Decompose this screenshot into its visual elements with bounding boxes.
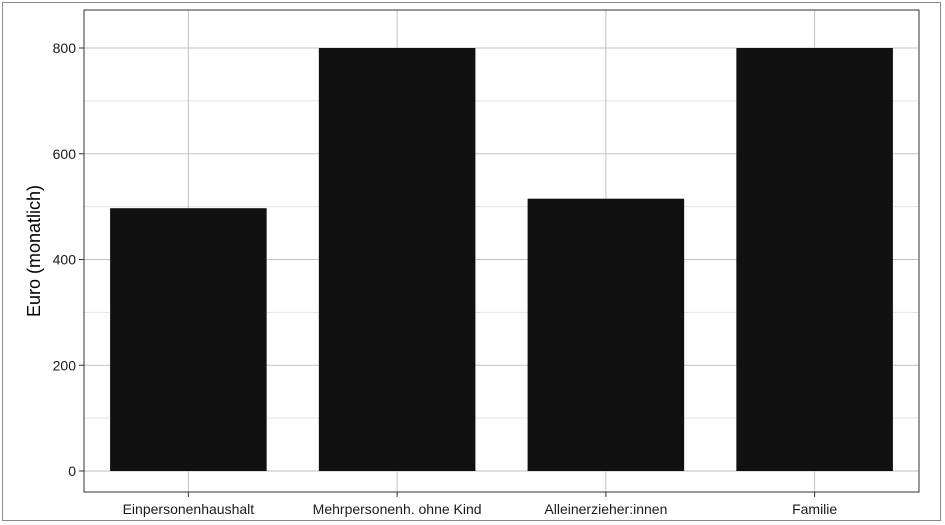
y-tick-label: 200 xyxy=(53,357,77,373)
y-tick-label: 400 xyxy=(53,252,77,268)
y-axis-title: Euro (monatlich) xyxy=(24,185,44,317)
x-tick-label: Familie xyxy=(792,501,837,517)
x-tick-label: Einpersonenhaushalt xyxy=(123,501,255,517)
bar xyxy=(736,48,893,471)
y-tick-label: 800 xyxy=(53,40,77,56)
labels-layer: 0 200 400 600 800 Einpersonenhaushalt Mehrpers… xyxy=(53,40,838,517)
bar xyxy=(318,48,476,471)
bars-layer xyxy=(110,48,893,471)
bar xyxy=(110,208,267,471)
bar xyxy=(527,198,685,471)
ticks-layer xyxy=(79,47,816,497)
plot-panel-border xyxy=(83,9,920,493)
x-tick-label: Alleinerzieher:innen xyxy=(544,501,667,517)
y-tick-label: 0 xyxy=(68,463,76,479)
y-tick-label: 600 xyxy=(53,146,77,162)
x-tick-label: Mehrpersonenh. ohne Kind xyxy=(313,501,482,517)
